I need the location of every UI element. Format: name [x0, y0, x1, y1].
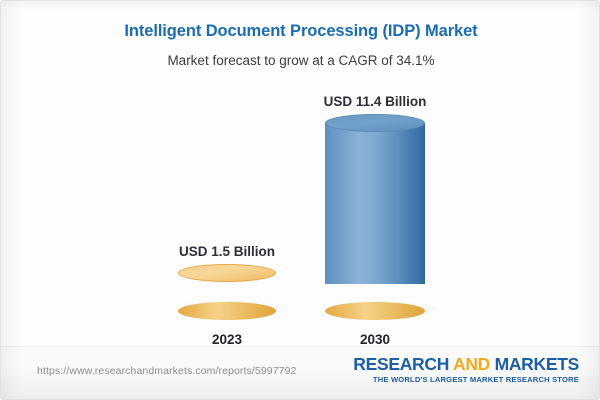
cylinder-bottom-ellipse [178, 302, 276, 320]
bar-cylinder-2023 [178, 264, 276, 320]
cylinder-bottom-ellipse [325, 302, 425, 320]
bar-value-label-2030: USD 11.4 Billion [323, 94, 427, 109]
page-title: Intelligent Document Processing (IDP) Ma… [124, 22, 478, 40]
cylinder-body [325, 284, 425, 311]
logo-word-markets: MARKETS [494, 354, 580, 374]
logo-word-research: RESEARCH [353, 354, 450, 374]
bar-category-label-2023: 2023 [211, 332, 243, 347]
cylinder-top-ellipse [325, 114, 425, 132]
chart-subtitle: Market forecast to grow at a CAGR of 34.… [167, 53, 435, 68]
bar-category-label-2030: 2030 [359, 332, 391, 347]
footer: https://www.researchandmarkets.com/repor… [1, 346, 599, 399]
report-url[interactable]: https://www.researchandmarkets.com/repor… [37, 365, 297, 377]
chart-area: Intelligent Document Processing (IDP) Ma… [1, 1, 599, 349]
cylinder-top-ellipse [178, 264, 276, 282]
brand-logo[interactable]: RESEARCH AND MARKETS THE WORLD'S LARGEST… [353, 355, 579, 385]
logo-wordmark: RESEARCH AND MARKETS [353, 355, 579, 373]
cylinder-body [325, 123, 425, 284]
logo-word-and: AND [452, 354, 490, 374]
bar-cylinder-2030 [325, 114, 425, 284]
bar-cylinder-2030-base [325, 284, 425, 320]
logo-tagline: THE WORLD'S LARGEST MARKET RESEARCH STOR… [372, 375, 579, 385]
bar-value-label-2023: USD 1.5 Billion [178, 244, 276, 259]
bar-column-2023[interactable]: USD 1.5 Billion 2023 [178, 244, 290, 347]
plot-region: USD 1.5 Billion 2023 USD 11.4 Billion [1, 1, 599, 349]
bar-column-2030[interactable]: USD 11.4 Billion 2030 [324, 94, 439, 347]
